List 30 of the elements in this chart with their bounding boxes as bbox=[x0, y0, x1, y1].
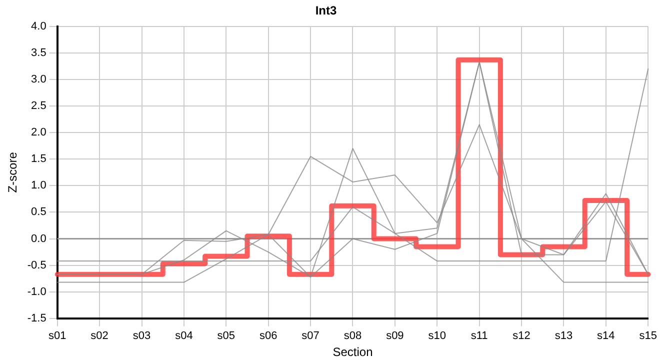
y-tick-label: 2.0 bbox=[31, 126, 46, 139]
x-tick-label: s07 bbox=[302, 330, 320, 342]
x-axis-title: Section bbox=[332, 345, 373, 360]
x-tick-label: s13 bbox=[554, 330, 573, 342]
y-axis-title: Z-score bbox=[6, 152, 20, 193]
x-tick-label: s12 bbox=[512, 330, 530, 342]
x-tick-label: s08 bbox=[344, 330, 362, 342]
y-tick-label: 0.5 bbox=[31, 206, 46, 218]
x-tick-label: s04 bbox=[175, 330, 193, 342]
y-tick-label: 4.0 bbox=[31, 20, 46, 32]
x-tick-label: s11 bbox=[470, 330, 488, 342]
y-tick-label: 1.5 bbox=[31, 153, 46, 166]
x-tick-label: s14 bbox=[597, 330, 615, 342]
x-tick-label: s15 bbox=[639, 330, 658, 342]
x-tick-label: s09 bbox=[386, 330, 404, 342]
x-tick-label: s01 bbox=[48, 330, 66, 342]
y-tick-label: -1.0 bbox=[27, 286, 46, 298]
chart-title: Int3 bbox=[315, 4, 337, 18]
x-tick-label: s05 bbox=[217, 330, 236, 342]
y-tick-label: 3.5 bbox=[31, 46, 46, 59]
y-tick-label: 1.0 bbox=[31, 180, 46, 192]
y-tick-label: -0.5 bbox=[27, 259, 46, 272]
x-tick-label: s02 bbox=[90, 330, 108, 342]
x-tick-label: s03 bbox=[132, 330, 151, 342]
y-tick-label: 0.0 bbox=[31, 232, 46, 245]
y-tick-label: 3.0 bbox=[31, 74, 46, 86]
y-tick-label: -1.5 bbox=[27, 312, 46, 324]
y-tick-label: 2.5 bbox=[31, 100, 46, 112]
x-tick-label: s06 bbox=[259, 330, 278, 342]
x-tick-label: s10 bbox=[428, 330, 446, 342]
